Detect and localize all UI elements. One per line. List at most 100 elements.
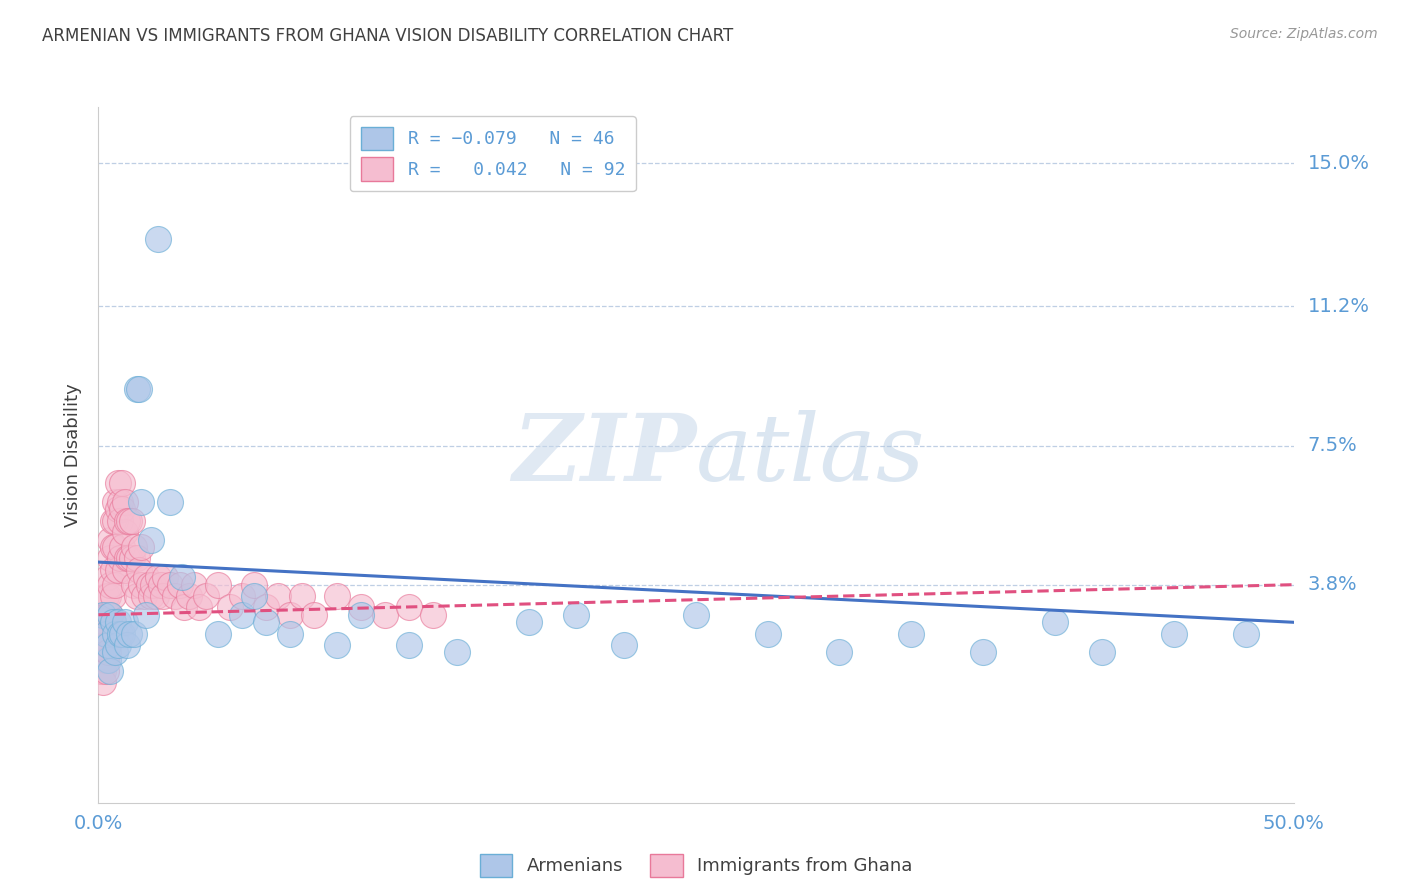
Point [1163, 626, 1185, 640]
Point [91, 607, 114, 622]
Text: 7.5%: 7.5% [1308, 436, 1357, 455]
Point [145, 589, 167, 603]
Point [131, 495, 153, 509]
Point [207, 626, 229, 640]
Text: 11.2%: 11.2% [1308, 297, 1369, 316]
Point [94, 589, 117, 603]
Point [91, 664, 114, 678]
Point [108, 551, 131, 566]
Point [350, 607, 373, 622]
Point [139, 533, 162, 547]
Point [104, 514, 127, 528]
Point [152, 589, 174, 603]
Point [114, 495, 136, 509]
Point [828, 645, 851, 659]
Point [125, 589, 148, 603]
Point [111, 540, 134, 554]
Point [91, 607, 114, 622]
Point [187, 600, 209, 615]
Point [97, 589, 120, 603]
Point [97, 570, 120, 584]
Point [278, 607, 301, 622]
Point [446, 645, 468, 659]
Point [121, 514, 143, 528]
Point [422, 607, 444, 622]
Point [115, 638, 138, 652]
Point [124, 577, 146, 591]
Point [108, 514, 131, 528]
Point [101, 514, 124, 528]
Point [159, 495, 181, 509]
Point [107, 563, 129, 577]
Point [118, 626, 141, 640]
Point [90, 615, 112, 630]
Point [138, 577, 160, 591]
Point [107, 476, 129, 491]
Point [685, 607, 707, 622]
Point [111, 626, 134, 640]
Text: ZIP: ZIP [512, 410, 696, 500]
Point [125, 382, 148, 396]
Point [398, 600, 420, 615]
Point [111, 476, 134, 491]
Point [121, 551, 143, 566]
Point [139, 589, 162, 603]
Point [114, 563, 136, 577]
Point [128, 563, 150, 577]
Point [290, 589, 312, 603]
Point [118, 514, 141, 528]
Text: atlas: atlas [696, 410, 925, 500]
Point [111, 502, 134, 516]
Point [900, 626, 922, 640]
Point [517, 615, 540, 630]
Point [107, 502, 129, 516]
Point [104, 626, 127, 640]
Text: ARMENIAN VS IMMIGRANTS FROM GHANA VISION DISABILITY CORRELATION CHART: ARMENIAN VS IMMIGRANTS FROM GHANA VISION… [42, 27, 734, 45]
Point [326, 589, 349, 603]
Point [91, 626, 114, 640]
Point [183, 577, 205, 591]
Point [194, 589, 217, 603]
Point [94, 653, 117, 667]
Point [132, 589, 155, 603]
Point [173, 600, 195, 615]
Point [97, 653, 120, 667]
Point [124, 540, 146, 554]
Point [374, 607, 396, 622]
Point [278, 626, 301, 640]
Point [135, 607, 157, 622]
Point [118, 551, 141, 566]
Point [104, 540, 127, 554]
Point [101, 615, 124, 630]
Point [108, 495, 131, 509]
Point [125, 551, 148, 566]
Text: 3.8%: 3.8% [1308, 575, 1357, 594]
Point [243, 589, 266, 603]
Point [613, 638, 636, 652]
Point [131, 577, 153, 591]
Point [254, 615, 277, 630]
Point [104, 645, 127, 659]
Point [756, 626, 779, 640]
Legend: Armenians, Immigrants from Ghana: Armenians, Immigrants from Ghana [472, 847, 920, 884]
Point [97, 626, 120, 640]
Point [565, 607, 588, 622]
Point [972, 645, 994, 659]
Point [254, 600, 277, 615]
Point [148, 232, 170, 246]
Text: 15.0%: 15.0% [1308, 154, 1369, 173]
Point [398, 638, 420, 652]
Point [97, 638, 120, 652]
Point [172, 570, 194, 584]
Point [350, 600, 373, 615]
Point [124, 626, 146, 640]
Point [98, 664, 122, 678]
Point [1043, 615, 1066, 630]
Point [1234, 626, 1257, 640]
Point [163, 589, 186, 603]
Point [131, 540, 153, 554]
Point [91, 675, 114, 690]
Point [326, 638, 349, 652]
Point [101, 563, 124, 577]
Point [97, 607, 120, 622]
